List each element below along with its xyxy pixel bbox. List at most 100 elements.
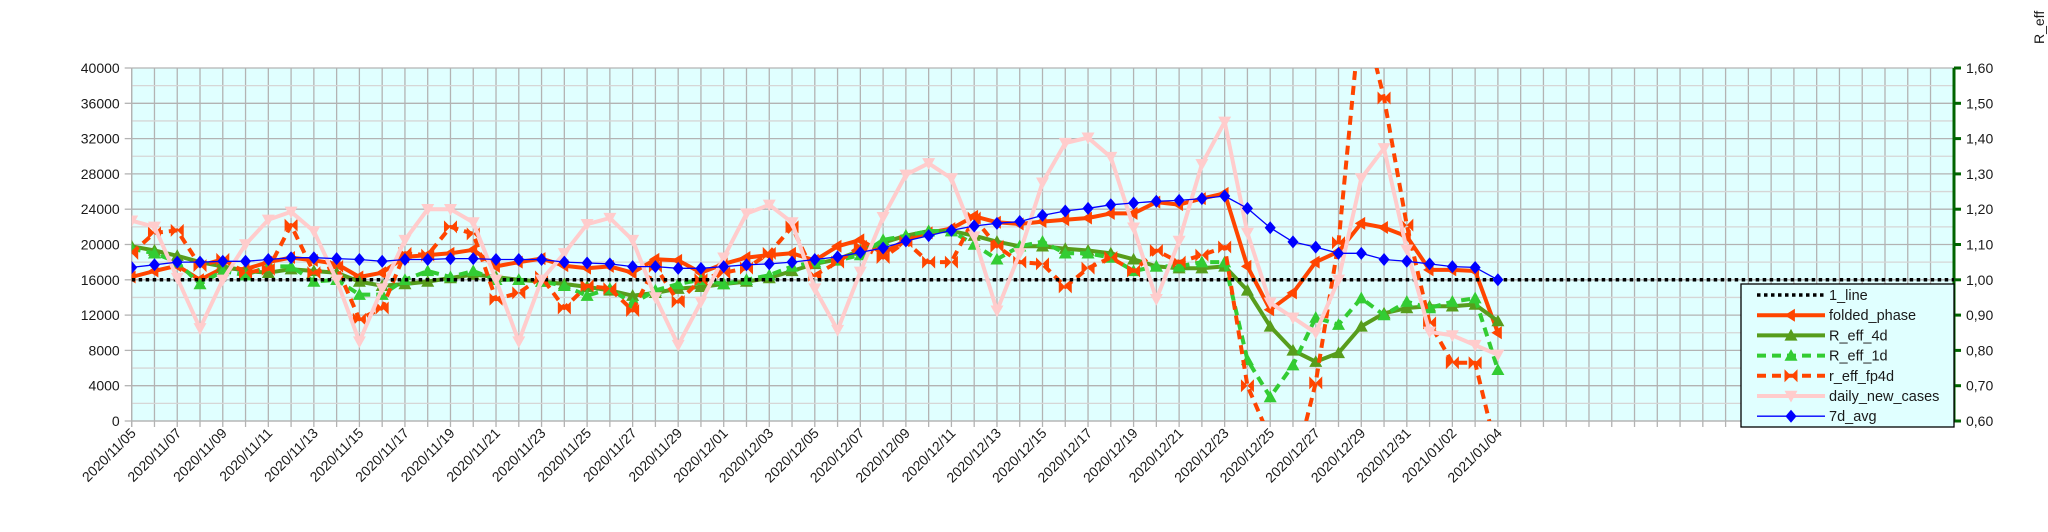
data-point-marker bbox=[1469, 260, 1481, 274]
legend-label: 1_line bbox=[1829, 288, 1868, 304]
data-point-marker bbox=[239, 239, 253, 251]
data-point-marker bbox=[762, 246, 776, 260]
y-tick-label: 20000 bbox=[81, 237, 120, 253]
data-point-marker bbox=[1013, 248, 1027, 260]
data-point-marker bbox=[1309, 255, 1320, 269]
data-point-marker bbox=[1036, 257, 1049, 271]
data-point-marker bbox=[352, 288, 366, 300]
y2-tick-label: 1,50 bbox=[1966, 95, 1993, 111]
legend-label: folded_phase bbox=[1829, 308, 1916, 324]
data-point-marker bbox=[809, 253, 821, 267]
data-point-marker bbox=[1400, 301, 1414, 314]
data-point-marker bbox=[489, 292, 503, 306]
data-point-marker bbox=[580, 219, 594, 231]
data-point-marker bbox=[694, 296, 708, 309]
data-point-marker bbox=[580, 279, 594, 293]
data-point-marker bbox=[853, 233, 865, 247]
data-point-marker bbox=[1240, 379, 1254, 393]
data-point-marker bbox=[854, 245, 866, 259]
y2-tick-label: 1,20 bbox=[1966, 201, 1993, 217]
data-point-marker bbox=[1058, 280, 1072, 294]
data-point-marker bbox=[876, 251, 890, 265]
legend-item: R_eff_4d bbox=[1757, 328, 1888, 344]
data-point-marker bbox=[398, 234, 412, 247]
legend-marker bbox=[1784, 328, 1798, 341]
data-point-marker bbox=[375, 301, 389, 315]
data-point-marker bbox=[1355, 0, 1368, 13]
data-point-marker bbox=[876, 211, 890, 224]
data-point-marker bbox=[421, 204, 435, 216]
data-point-marker bbox=[1104, 151, 1118, 164]
data-point-marker bbox=[261, 266, 275, 278]
data-point-marker bbox=[1445, 295, 1459, 307]
data-point-marker bbox=[131, 246, 139, 260]
legend-label: R_eff_4d bbox=[1829, 328, 1888, 344]
data-point-marker bbox=[1104, 251, 1118, 265]
data-point-marker bbox=[193, 277, 207, 290]
y-tick-label: 24000 bbox=[81, 201, 120, 217]
data-point-marker bbox=[1491, 326, 1502, 340]
data-point-marker bbox=[1468, 339, 1482, 352]
data-point-marker bbox=[945, 223, 957, 237]
legend-label: r_eff_fp4d bbox=[1829, 369, 1894, 385]
data-point-marker bbox=[1172, 255, 1186, 269]
data-point-marker bbox=[1492, 273, 1504, 287]
data-point-marker bbox=[1149, 244, 1163, 258]
data-point-marker bbox=[899, 169, 913, 182]
y2-tick-label: 0,60 bbox=[1966, 413, 1993, 429]
data-point-marker bbox=[1424, 257, 1436, 271]
y-tick-label: 8000 bbox=[89, 342, 120, 358]
data-point-marker bbox=[193, 323, 207, 335]
legend-item: r_eff_fp4d bbox=[1757, 369, 1894, 385]
data-point-marker bbox=[1491, 363, 1505, 376]
legend-label: 7d_avg bbox=[1829, 409, 1877, 425]
data-point-marker bbox=[900, 234, 912, 248]
data-point-marker bbox=[1059, 204, 1071, 218]
data-point-marker bbox=[170, 223, 184, 237]
data-point-marker bbox=[648, 292, 662, 304]
data-point-marker bbox=[1263, 297, 1277, 310]
data-point-marker bbox=[1195, 158, 1209, 171]
data-point-marker bbox=[1309, 376, 1323, 390]
legend-marker bbox=[1784, 308, 1795, 322]
data-point-marker bbox=[1172, 259, 1186, 272]
data-point-marker bbox=[131, 260, 138, 274]
data-point-marker bbox=[1332, 236, 1346, 250]
y2-tick-label: 1,40 bbox=[1966, 131, 1993, 147]
legend-label: R_eff_1d bbox=[1829, 349, 1888, 365]
data-point-marker bbox=[671, 277, 685, 290]
data-point-marker bbox=[762, 199, 776, 212]
data-point-marker bbox=[557, 301, 571, 315]
data-point-marker bbox=[1423, 301, 1437, 314]
data-point-marker bbox=[1309, 327, 1323, 340]
data-point-marker bbox=[1195, 261, 1209, 274]
data-point-marker bbox=[466, 243, 478, 257]
y-tick-label: 32000 bbox=[81, 131, 120, 147]
data-point-marker bbox=[627, 260, 639, 274]
data-point-marker bbox=[1127, 264, 1141, 278]
data-point-marker bbox=[375, 283, 389, 296]
legend-marker bbox=[1784, 349, 1798, 361]
data-point-marker bbox=[1218, 116, 1232, 129]
y-tick-label: 16000 bbox=[81, 272, 120, 288]
data-point-marker bbox=[581, 256, 593, 270]
data-point-marker bbox=[444, 252, 457, 266]
y2-tick-label: 1,00 bbox=[1966, 272, 1993, 288]
legend-item: folded_phase bbox=[1757, 308, 1916, 324]
data-point-marker bbox=[1332, 274, 1346, 287]
data-point-marker bbox=[967, 231, 981, 244]
data-point-marker bbox=[944, 255, 958, 269]
data-point-marker bbox=[808, 283, 822, 296]
series-7d-avg bbox=[131, 189, 1504, 287]
data-point-marker bbox=[1286, 312, 1300, 325]
data-point-marker bbox=[148, 258, 160, 272]
data-point-marker bbox=[739, 273, 753, 285]
data-point-marker bbox=[352, 312, 366, 326]
data-point-marker bbox=[240, 254, 252, 268]
legend-item: daily_new_cases bbox=[1757, 389, 1939, 405]
data-point-marker bbox=[352, 336, 366, 349]
data-point-marker bbox=[284, 259, 298, 272]
data-point-marker bbox=[1400, 244, 1414, 257]
data-point-marker bbox=[285, 251, 297, 265]
data-point-marker bbox=[1377, 143, 1391, 155]
